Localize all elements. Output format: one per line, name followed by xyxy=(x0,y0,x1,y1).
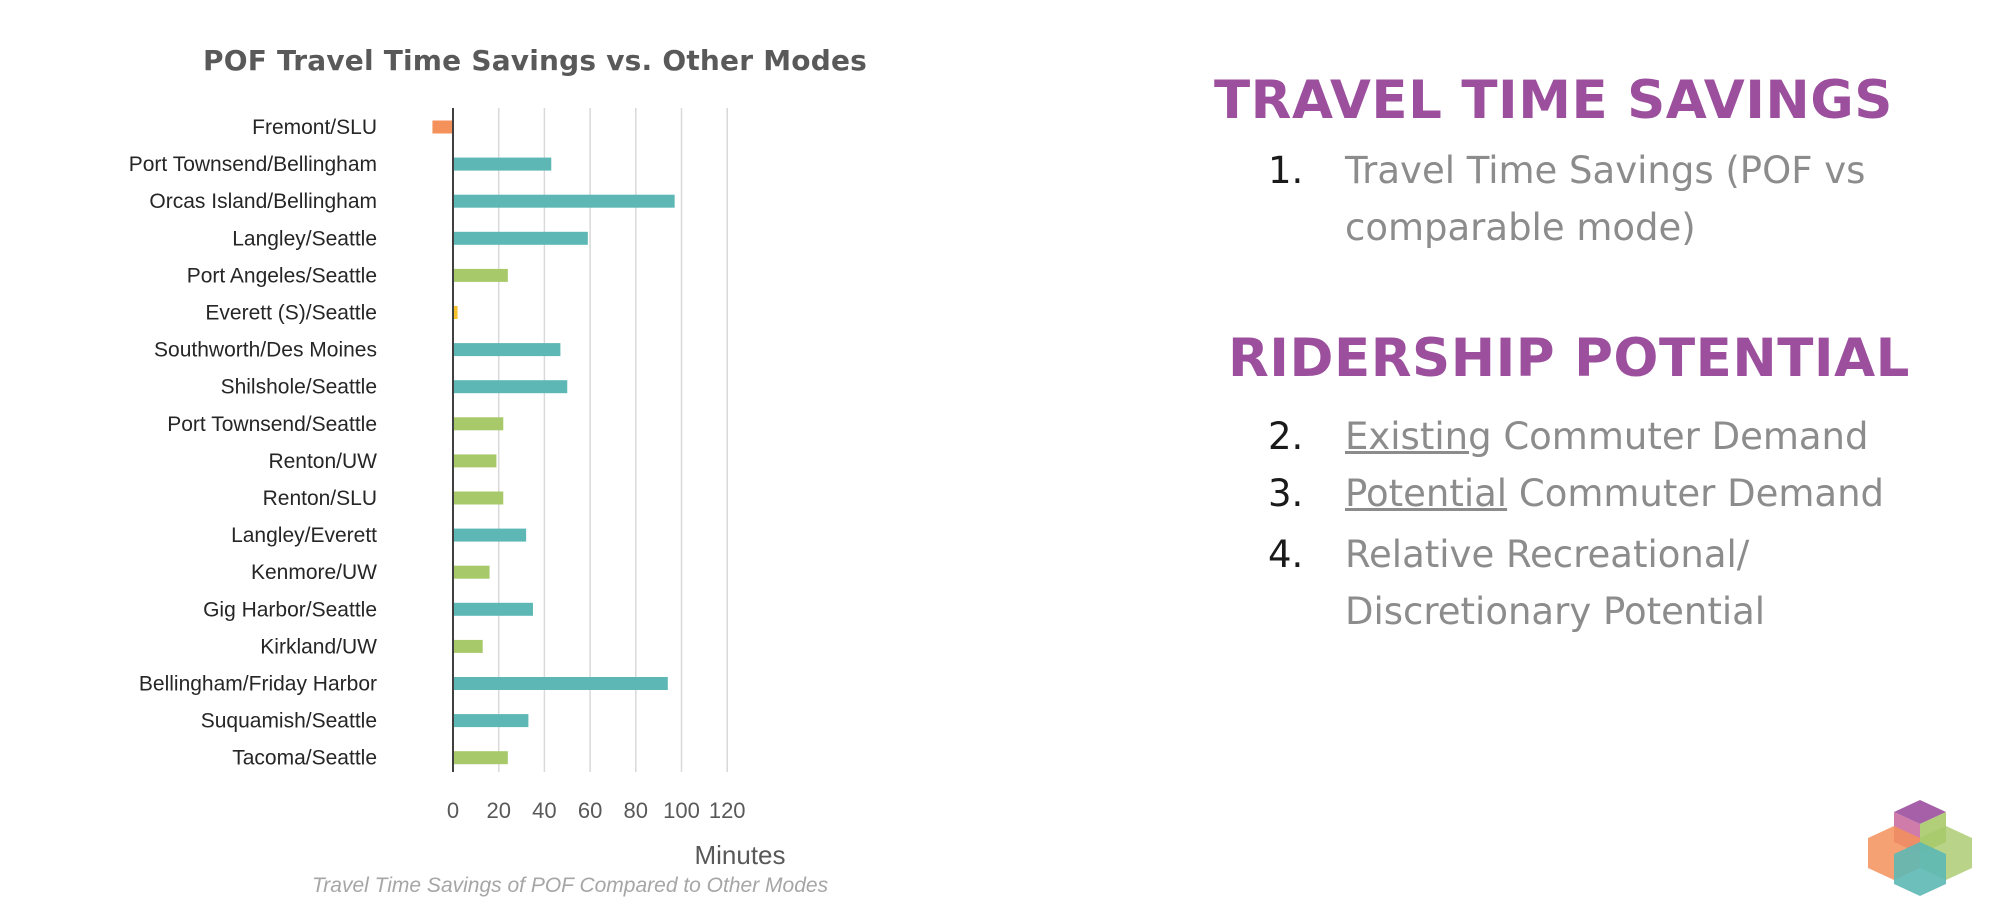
category-label: Port Townsend/Seattle xyxy=(167,413,377,436)
category-label: Tacoma/Seattle xyxy=(232,747,377,770)
bar xyxy=(453,380,568,394)
x-axis-title: Minutes xyxy=(694,840,785,870)
category-label: Shilshole/Seattle xyxy=(221,376,377,399)
list-text: Commuter Demand xyxy=(1491,415,1869,458)
heading-ridership-potential: RIDERSHIP POTENTIAL xyxy=(1228,328,1910,389)
bar xyxy=(453,565,490,579)
bar xyxy=(453,491,504,505)
x-tick-label: 100 xyxy=(663,798,700,823)
category-label: Kenmore/UW xyxy=(251,561,377,584)
list-text: Commuter Demand xyxy=(1507,472,1885,515)
category-labels: Fremont/SLU Port Townsend/Bellingham Orcas… xyxy=(129,116,377,770)
bar xyxy=(453,639,483,653)
category-label: Renton/SLU xyxy=(263,487,377,510)
category-label: Bellingham/Friday Harbor xyxy=(139,673,377,696)
heading-travel-time-savings: TRAVEL TIME SAVINGS xyxy=(1214,70,1893,131)
bar xyxy=(453,343,561,357)
tick-labels: 0 20 40 60 80 100 120 xyxy=(447,798,746,823)
category-label: Orcas Island/Bellingham xyxy=(149,190,377,213)
category-label: Kirkland/UW xyxy=(260,635,377,658)
bar xyxy=(432,120,453,134)
category-label: Langley/Everett xyxy=(231,524,377,547)
bar xyxy=(453,677,668,690)
list-text: Discretionary Potential xyxy=(1345,590,1766,633)
category-label: Gig Harbor/Seattle xyxy=(203,598,377,621)
category-label: Port Angeles/Seattle xyxy=(187,264,377,287)
category-label: Suquamish/Seattle xyxy=(201,710,377,733)
category-label: Everett (S)/Seattle xyxy=(205,302,377,325)
hexagon-cube-logo-icon xyxy=(1868,800,1972,896)
list-number: 4. xyxy=(1268,533,1304,576)
category-label: Langley/Seattle xyxy=(232,227,377,250)
chart-caption: Travel Time Savings of POF Compared to O… xyxy=(312,874,829,897)
bar xyxy=(453,602,533,616)
list-number: 3. xyxy=(1268,472,1304,515)
x-tick-label: 20 xyxy=(486,798,510,823)
category-label: Port Townsend/Bellingham xyxy=(129,153,377,176)
list-text: Relative Recreational/ xyxy=(1345,533,1750,576)
list-text-underlined: Existing xyxy=(1345,415,1492,458)
x-tick-label: 60 xyxy=(578,798,602,823)
chart-title: POF Travel Time Savings vs. Other Modes xyxy=(203,44,867,77)
bar xyxy=(453,194,675,208)
category-label: Fremont/SLU xyxy=(252,116,377,139)
list-text-underlined: Potential xyxy=(1345,472,1508,515)
bar xyxy=(453,157,552,171)
bar xyxy=(453,454,497,468)
bar xyxy=(453,417,504,431)
list-text: Travel Time Savings (POF vs xyxy=(1345,149,1866,192)
list-number: 2. xyxy=(1268,415,1304,458)
category-label: Renton/UW xyxy=(268,450,377,473)
bar xyxy=(453,751,508,765)
x-tick-label: 40 xyxy=(532,798,556,823)
list-text: comparable mode) xyxy=(1345,206,1696,249)
bar xyxy=(453,714,529,728)
x-tick-label: 0 xyxy=(447,798,459,823)
bar xyxy=(453,231,588,245)
bar-chart: Fremont/SLU Port Townsend/Bellingham Orcas… xyxy=(129,108,786,870)
x-tick-label: 120 xyxy=(709,798,746,823)
category-label: Southworth/Des Moines xyxy=(154,339,377,362)
x-tick-label: 80 xyxy=(624,798,648,823)
bars xyxy=(432,120,675,765)
bar xyxy=(453,306,458,319)
grid-lines xyxy=(497,108,728,772)
bar xyxy=(453,528,527,542)
bar xyxy=(453,268,508,282)
list-number: 1. xyxy=(1268,149,1304,192)
